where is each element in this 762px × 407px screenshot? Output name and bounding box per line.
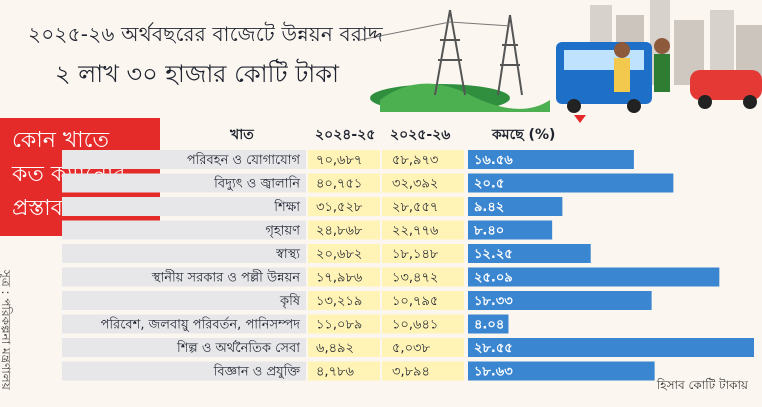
row-value-2025-26: ১৩,৪৭২	[392, 271, 438, 286]
row-bg-2025-26	[382, 244, 464, 263]
row-sector-label: বিদ্যুৎ ও জ্বালানি	[213, 176, 300, 192]
cut-bar	[468, 291, 652, 310]
row-value-2025-26: ১৮,১৪৮	[392, 247, 439, 262]
cut-value-label: ১২.২৫	[474, 247, 513, 262]
row-value-2025-26: ৩২,৩৯২	[392, 177, 438, 192]
row-value-2024-25: ৩১,৫২৮	[316, 200, 363, 215]
cut-value-label: ৯.৪২	[474, 200, 504, 215]
row-bg-2024-25	[308, 173, 380, 193]
row-value-2025-26: ৫৮,৯৭৩	[392, 153, 438, 168]
row-bg-sector	[62, 314, 306, 334]
row-bg-2024-25	[308, 150, 380, 169]
source-label: সূত্র : পরিকল্পনা মন্ত্রণালয়	[0, 270, 13, 390]
row-value-2024-25: ২৪,৮৬৮	[316, 224, 363, 239]
row-value-2024-25: ২০,৬৮২	[316, 247, 362, 262]
row-value-2025-26: ১০,৭৯৫	[392, 294, 438, 309]
cut-value-label: ৮.৪০	[473, 224, 504, 239]
cut-bar	[468, 197, 563, 216]
header-marker-icon	[574, 115, 586, 123]
cut-value-label: ১৮.৩৩	[474, 294, 513, 309]
row-bg-sector	[62, 220, 306, 240]
row-sector-label: বিজ্ঞান ও প্রযুক্তি	[213, 364, 301, 380]
row-value-2025-26: ৩,৮৯৪	[392, 365, 430, 380]
row-bg-sector	[62, 173, 306, 193]
row-value-2024-25: ১৭,৯৮৬	[316, 271, 363, 286]
cut-value-label: ১৮.৬৩	[474, 365, 513, 380]
row-sector-label: স্বাস্থ্য	[275, 247, 300, 262]
row-sector-label: পরিবহন ও যোগাযোগ	[187, 152, 301, 168]
title-line-2: ২ লাখ ৩০ হাজার কোটি টাকা	[55, 60, 339, 88]
row-bg-sector	[62, 197, 306, 216]
row-value-2024-25: ৪,৭৮৬	[316, 365, 354, 380]
row-bg-sector	[62, 267, 306, 287]
row-bg-sector	[62, 244, 306, 263]
cut-bar	[468, 267, 720, 287]
row-value-2024-25: ৭০,৬৮৭	[316, 153, 362, 168]
row-value-2025-26: ২২,৭৭৬	[392, 224, 439, 239]
cut-value-label: ১৬.৫৬	[474, 153, 513, 168]
row-bg-2024-25	[308, 267, 380, 287]
row-bg-2024-25	[308, 338, 380, 357]
row-bg-2024-25	[308, 244, 380, 263]
row-bg-2025-26	[382, 338, 464, 357]
cut-value-label: ২০.৫	[474, 177, 504, 192]
row-bg-2025-26	[382, 220, 464, 240]
unit-note: হিসাব কোটি টাকায়	[656, 378, 748, 392]
col-header-sector: খাত	[230, 127, 254, 143]
row-sector-label: শিল্প ও অর্থনৈতিক সেবা	[176, 340, 300, 356]
cut-value-label: ৪.০৪	[474, 318, 504, 333]
row-value-2025-26: ২৮,৫৫৭	[392, 200, 438, 215]
row-bg-2025-26	[382, 267, 464, 287]
row-bg-2025-26	[382, 314, 464, 334]
cut-value-label: ২৫.০৯	[474, 271, 513, 286]
col-header-2024-25: ২০২৪-২৫	[315, 127, 376, 143]
row-bg-sector	[62, 291, 306, 310]
row-bg-sector	[62, 361, 306, 381]
cut-bar	[468, 220, 553, 240]
row-bg-2024-25	[308, 220, 380, 240]
row-bg-2024-25	[308, 291, 380, 310]
cut-bar	[468, 314, 509, 334]
row-bg-2025-26	[382, 291, 464, 310]
row-sector-label: পরিবেশ, জলবায়ু পরিবর্তন, পানিসম্পদ	[101, 317, 301, 333]
side-label-line-1: কোন খাতে	[12, 128, 109, 153]
row-value-2025-26: ১০,৬৪১	[392, 318, 438, 333]
infrastructure-illustration-icon	[360, 0, 762, 113]
row-value-2024-25: ৪০,৭৫১	[316, 177, 362, 192]
row-bg-2025-26	[382, 197, 464, 216]
row-bg-2025-26	[382, 173, 464, 193]
row-sector-label: গৃহায়ণ	[265, 224, 301, 239]
row-bg-sector	[62, 338, 306, 357]
cut-bar	[468, 361, 655, 381]
row-bg-sector	[62, 150, 306, 169]
cut-bar	[468, 173, 674, 193]
row-sector-label: স্থানীয় সরকার ও পল্লী উন্নয়ন	[151, 270, 300, 286]
row-bg-2025-26	[382, 361, 464, 381]
row-value-2024-25: ১১,০৮৯	[316, 318, 362, 333]
row-sector-label: শিক্ষা	[273, 199, 300, 215]
cut-bar	[468, 150, 634, 169]
title-line-1: ২০২৫-২৬ অর্থবছরের বাজেটে উন্নয়ন বরাদ্দ	[28, 22, 383, 46]
cut-bar	[468, 338, 754, 357]
row-sector-label: কৃষি	[279, 293, 301, 309]
row-bg-2025-26	[382, 150, 464, 169]
cut-value-label: ২৮.৫৫	[474, 341, 513, 356]
col-header-2025-26: ২০২৫-২৬	[390, 127, 451, 143]
row-value-2024-25: ৬,৪৯২	[316, 341, 354, 356]
cut-bar	[468, 244, 591, 263]
row-bg-2024-25	[308, 314, 380, 334]
row-value-2024-25: ১৩,২১৯	[316, 294, 362, 309]
row-value-2025-26: ৫,০৩৮	[392, 341, 430, 356]
row-bg-2024-25	[308, 197, 380, 216]
col-header-cut: কমছে (%)	[492, 127, 556, 143]
row-bg-2024-25	[308, 361, 380, 381]
side-label-line-3: প্রস্তাব	[12, 196, 63, 221]
